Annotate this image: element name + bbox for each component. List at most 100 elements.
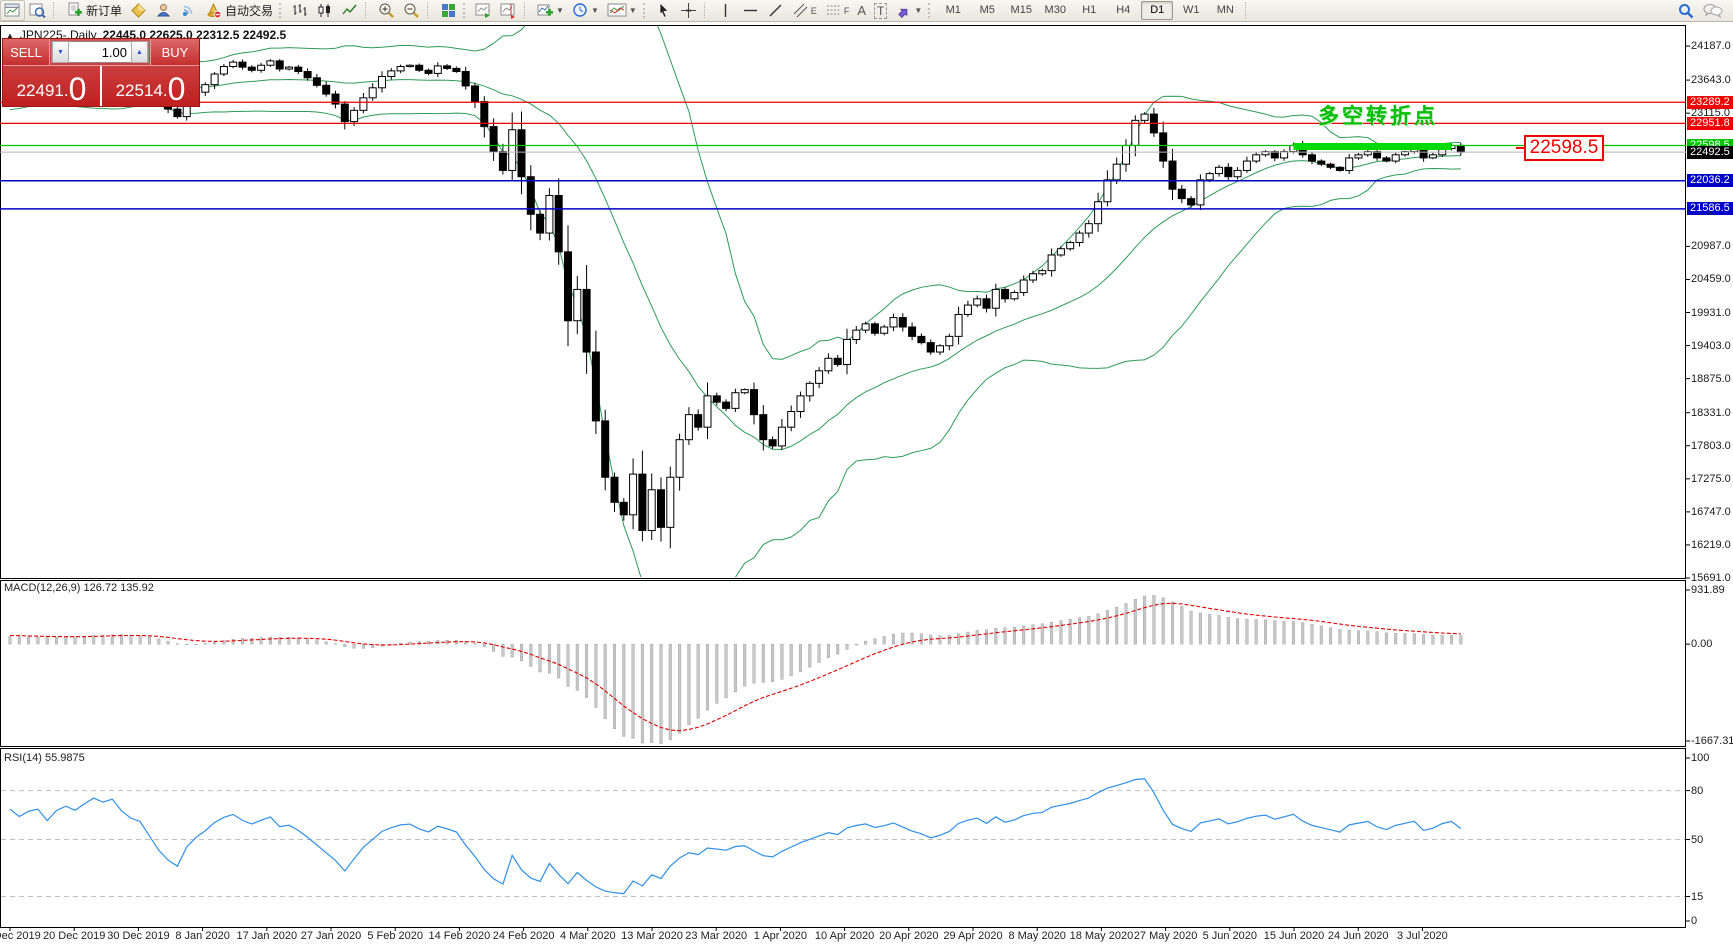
cursor-tool-button[interactable] xyxy=(651,0,676,21)
toolbar-separator xyxy=(703,3,710,18)
timeframe-button-d1[interactable]: D1 xyxy=(1141,1,1174,20)
diamond-icon xyxy=(131,3,146,18)
bar-chart-mode-button[interactable] xyxy=(287,0,312,21)
one-click-trade-panel: SELL ▼ 1.00 ▲ BUY 22491. 0 22514. 0 xyxy=(2,38,200,107)
text-label-icon: T xyxy=(873,2,888,19)
vertical-line-icon xyxy=(724,4,726,17)
volume-increase-button[interactable]: ▲ xyxy=(131,41,148,63)
fibo-tag: F xyxy=(843,5,850,16)
trendline-tool-button[interactable] xyxy=(763,0,788,21)
rsi-label: RSI(14) 55.9875 xyxy=(4,752,85,764)
chart-window-button[interactable] xyxy=(0,0,25,21)
arrows-icon xyxy=(898,8,908,18)
dropdown-arrow-icon: ▼ xyxy=(590,6,599,15)
timeframe-button-m5[interactable]: M5 xyxy=(979,4,995,16)
price-callout-box[interactable]: 22598.5 xyxy=(1516,135,1604,161)
toolbar-separator xyxy=(365,3,371,18)
candlesticks xyxy=(6,59,1465,549)
vertical-line-tool-button[interactable] xyxy=(713,0,738,21)
timeframe-bar: M1 M5 M15 M30 H1 H4 D1 W1 MN xyxy=(936,1,1242,20)
chat-button[interactable] xyxy=(1699,0,1727,21)
zoom-out-button[interactable] xyxy=(399,0,424,21)
tile-windows-icon xyxy=(442,4,456,17)
chart-shift-icon xyxy=(500,3,516,19)
timeframe-button-m15[interactable]: M15 xyxy=(1010,4,1032,16)
fibonacci-tool-button[interactable]: F xyxy=(821,0,854,21)
auto-scroll-icon xyxy=(475,3,491,18)
text-tool-button[interactable]: A xyxy=(853,0,870,21)
rsi-plot xyxy=(1,778,1685,898)
navigator-button[interactable] xyxy=(151,0,176,21)
toolbar-separator xyxy=(524,3,530,18)
volume-decrease-button[interactable]: ▼ xyxy=(52,41,69,63)
bar-chart-icon xyxy=(293,4,307,16)
timeframe-button-w1[interactable]: W1 xyxy=(1183,4,1200,16)
crosshair-tool-button[interactable] xyxy=(676,0,701,21)
tile-windows-button[interactable] xyxy=(436,0,461,21)
candle-chart-mode-button[interactable] xyxy=(312,0,337,21)
profile-button[interactable] xyxy=(25,0,50,21)
toolbar-separator xyxy=(53,3,59,18)
horizontal-line-tool-button[interactable] xyxy=(738,0,763,21)
period-button[interactable]: ▼ xyxy=(568,0,603,21)
buy-price[interactable]: 22514. 0 xyxy=(115,71,186,107)
timeframe-button-h4[interactable]: H4 xyxy=(1116,4,1131,16)
timeframe-button-mn[interactable]: MN xyxy=(1216,4,1234,16)
navigator-icon xyxy=(156,4,171,17)
arrows-tool-button[interactable]: ▼ xyxy=(891,0,926,21)
timeframe-button-h1[interactable]: H1 xyxy=(1082,4,1097,16)
equidistant-channel-icon xyxy=(793,3,808,18)
candlestick-icon xyxy=(318,4,331,17)
zoom-in-button[interactable] xyxy=(374,0,399,21)
clock-icon xyxy=(573,3,587,17)
indicators-icon xyxy=(537,4,554,16)
channel-tool-button[interactable]: E xyxy=(788,0,821,21)
profile-icon xyxy=(29,3,46,19)
crosshair-icon xyxy=(680,3,696,18)
dropdown-arrow-icon: ▼ xyxy=(628,6,637,15)
new-order-label: 新订单 xyxy=(86,4,123,18)
text-tool-icon: A xyxy=(857,3,866,18)
bollinger-bands xyxy=(9,26,1461,577)
chart-shift-button[interactable] xyxy=(496,0,521,21)
buy-button[interactable]: BUY xyxy=(150,39,199,65)
signal-icon xyxy=(183,5,193,16)
volume-input[interactable]: 1.00 xyxy=(101,44,127,60)
template-icon xyxy=(607,3,627,17)
data-window-button[interactable] xyxy=(126,0,151,21)
template-button[interactable]: ▼ xyxy=(603,0,641,21)
text-label-tool-button[interactable]: T xyxy=(870,0,891,21)
triangle-up-icon: ▲ xyxy=(136,48,143,56)
indicators-button[interactable]: ▼ xyxy=(533,0,568,21)
turning-point-annotation: 多空转折点 xyxy=(1318,105,1438,128)
new-order-button[interactable]: 新订单 xyxy=(62,0,126,21)
sell-button[interactable]: SELL xyxy=(3,39,50,65)
zoom-out-icon xyxy=(404,3,419,18)
main-toolbar: 新订单 自动交易 ▼ ▼ ▼ E F A T ▼ M1 M5 M15 M30 H1 H4 D… xyxy=(0,0,1733,22)
collapse-triangle-icon[interactable]: ▲ xyxy=(6,30,14,40)
terminal-button[interactable] xyxy=(176,0,201,21)
chart-window-icon xyxy=(4,3,20,17)
toolbar-grip xyxy=(928,3,934,18)
auto-trading-icon xyxy=(207,2,222,19)
toolbar-grip xyxy=(279,3,285,18)
new-order-icon xyxy=(68,2,82,16)
toolbar-grip xyxy=(642,3,649,18)
search-button[interactable] xyxy=(1673,0,1699,21)
volume-control: ▼ 1.00 ▲ xyxy=(51,41,149,63)
line-chart-mode-button[interactable] xyxy=(337,0,362,21)
triangle-down-icon: ▼ xyxy=(57,48,64,56)
timeframe-button-m30[interactable]: M30 xyxy=(1044,4,1066,16)
cursor-icon xyxy=(659,2,669,18)
toolbar-separator xyxy=(427,3,433,18)
macd-plot xyxy=(8,595,1463,745)
zoom-in-icon xyxy=(379,3,394,18)
dropdown-arrow-icon: ▼ xyxy=(556,6,564,15)
auto-scroll-button[interactable] xyxy=(471,0,496,21)
auto-trading-button[interactable]: 自动交易 xyxy=(201,0,277,21)
dropdown-arrow-icon: ▼ xyxy=(914,6,923,15)
chat-icon xyxy=(1703,4,1723,19)
sell-price[interactable]: 22491. 0 xyxy=(3,66,102,106)
timeframe-button-m1[interactable]: M1 xyxy=(945,4,961,16)
